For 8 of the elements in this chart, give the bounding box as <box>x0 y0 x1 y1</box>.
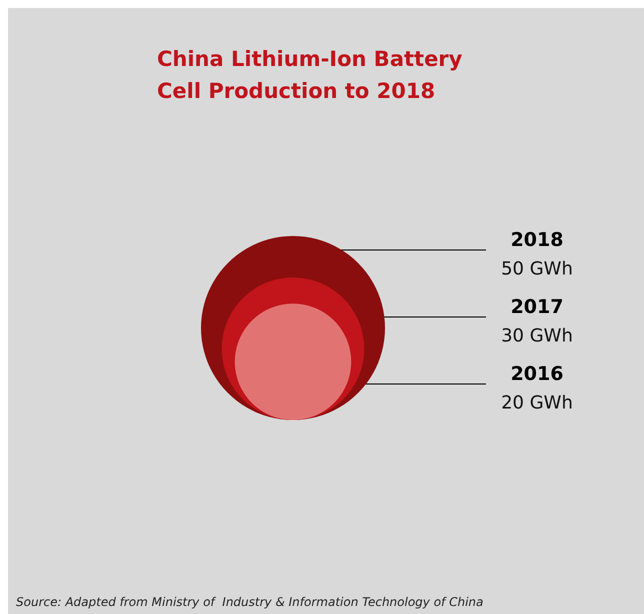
category-label: 2016 <box>510 363 564 385</box>
data-label: 20 GWh <box>501 392 573 414</box>
data-label: 30 GWh <box>501 326 573 346</box>
category-label: 2017 <box>510 296 564 318</box>
category-label: 2018 <box>510 229 564 251</box>
source-note: Source: Adapted from Ministry of Industry & Information Technology of China <box>16 595 484 609</box>
text: China Lithium-Ion Battery Cell Production to 2018 <box>157 47 463 103</box>
data-label: 50 GWh <box>501 258 573 280</box>
